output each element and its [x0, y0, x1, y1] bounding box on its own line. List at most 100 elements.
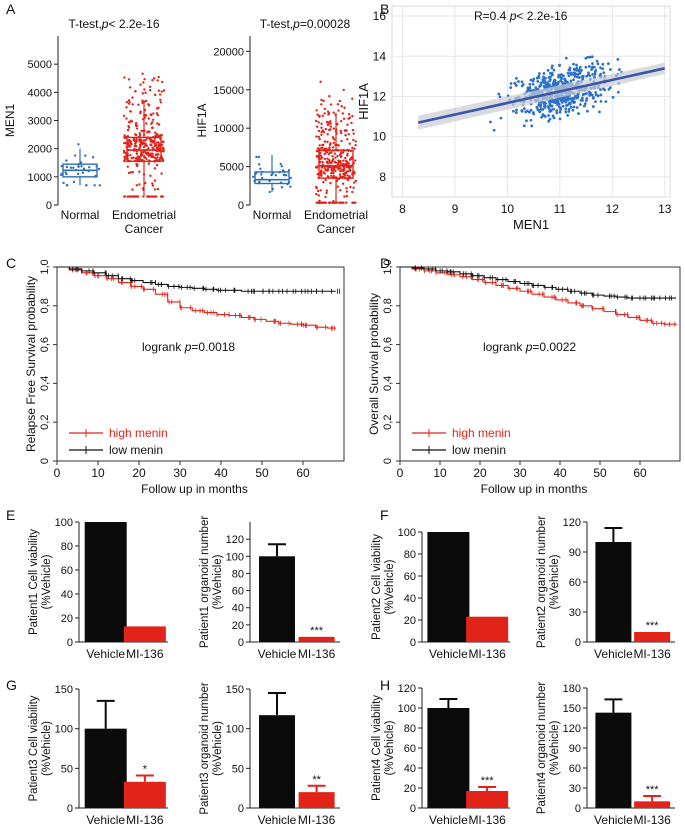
data-point: [336, 185, 339, 188]
data-point: [88, 166, 91, 169]
data-point: [128, 121, 131, 124]
data-point: [161, 149, 165, 153]
panel-letter: D: [380, 255, 390, 271]
data-point: [142, 145, 146, 149]
scatter-point: [578, 65, 582, 69]
data-point: [329, 128, 332, 131]
data-point: [321, 143, 324, 147]
data-point: [136, 195, 140, 198]
scatter-point: [535, 105, 539, 109]
scatter-point: [529, 78, 533, 82]
data-point: [332, 141, 336, 145]
bar-chart-F2: Patient2 organoid number(%Vehicle) Vehicl…: [536, 516, 675, 661]
annotation-part: p: [525, 340, 533, 354]
survival-curve: [57, 266, 336, 292]
data-point: [329, 122, 332, 125]
data-point: [315, 192, 318, 196]
scatter-point: [581, 74, 585, 78]
y-axis-label-line: Patient4 Cell viability: [371, 695, 383, 801]
y-tick-label: 20: [404, 615, 416, 627]
scatter-point: [591, 65, 594, 69]
data-point: [155, 141, 158, 144]
data-point: [143, 156, 146, 159]
scatter-point: [595, 59, 599, 63]
y-tick-label: 50: [61, 763, 73, 775]
scatter-point: [575, 66, 579, 70]
scatter-point: [577, 68, 581, 72]
y-axis-label-line: Patient2 organoid number: [536, 516, 548, 649]
scatter-point: [588, 74, 592, 78]
scatter-point: [591, 73, 595, 76]
x-tick-label: 8: [399, 202, 406, 216]
chart-title: T-test,p< 2.2e-16: [68, 17, 159, 31]
y-tick-label: 1,0: [39, 259, 51, 274]
significance-label: ***: [646, 620, 660, 632]
data-point: [345, 162, 349, 166]
scatter-point: [528, 82, 532, 86]
data-point: [342, 88, 345, 92]
scatter-point: [590, 93, 594, 97]
scatter-point: [541, 78, 545, 81]
legend-label: low menin: [109, 443, 163, 457]
scatter-point: [520, 80, 524, 84]
y-axis-label-line: Patient1 organoid number: [199, 516, 211, 649]
data-point: [157, 145, 160, 148]
data-point: [155, 112, 159, 115]
scatter-point: [558, 110, 562, 114]
x-tick-label: 0: [397, 466, 404, 480]
scatter-point: [583, 104, 586, 108]
y-tick-label: 8: [379, 170, 386, 184]
data-point: [315, 135, 318, 138]
data-point: [325, 189, 329, 192]
scatter-point: [514, 111, 518, 114]
data-point: [331, 159, 334, 163]
bar: [634, 632, 671, 642]
scatter-point: [551, 73, 554, 77]
data-point: [122, 114, 126, 118]
y-tick-label: 80: [61, 541, 73, 553]
data-point: [323, 112, 326, 115]
scatter-point: [514, 84, 518, 87]
data-point: [315, 119, 318, 123]
y-axis-label-line: Patient3 organoid number: [199, 682, 211, 815]
data-point: [153, 139, 156, 143]
data-point: [131, 188, 134, 191]
data-point: [333, 152, 337, 155]
data-point: [340, 105, 343, 108]
data-point: [336, 154, 339, 158]
data-point: [342, 159, 345, 162]
bar: [466, 616, 509, 642]
y-tick-label: 120: [398, 683, 416, 695]
y-tick-label: 60: [404, 571, 416, 583]
data-point: [354, 143, 357, 147]
data-point: [321, 160, 324, 164]
data-point: [258, 180, 261, 184]
scatter-point: [521, 83, 525, 86]
scatter-point: [566, 114, 570, 117]
scatter-point: [572, 105, 576, 109]
scatter-point: [543, 115, 547, 118]
km-plot-C: 0 10 20 30 40 50 60 0 0,2 0,4 0,6 0,8 1,0 Follow up i…: [24, 259, 345, 496]
y-tick-label: 40: [404, 763, 416, 775]
x-tick-label: 12: [606, 202, 620, 216]
data-point: [155, 195, 158, 198]
data-point: [259, 167, 262, 170]
data-point: [317, 121, 320, 124]
data-point: [144, 143, 147, 146]
bar: [427, 532, 470, 642]
data-point: [332, 171, 335, 175]
x-tick-label: MI-136: [126, 647, 164, 661]
y-tick-label: 15000: [213, 85, 244, 97]
data-point: [80, 165, 83, 168]
y-axis-label: Patient3 organoid number(%Vehicle): [199, 682, 224, 815]
data-point: [331, 136, 335, 140]
scatter-point: [585, 74, 589, 78]
data-point: [145, 157, 148, 161]
data-point: [127, 126, 131, 129]
scatter-point: [594, 68, 598, 72]
data-point: [145, 151, 149, 154]
data-point: [123, 136, 127, 140]
y-tick-label: 16: [373, 9, 387, 23]
data-point: [159, 101, 162, 104]
scatter-point: [556, 82, 560, 86]
